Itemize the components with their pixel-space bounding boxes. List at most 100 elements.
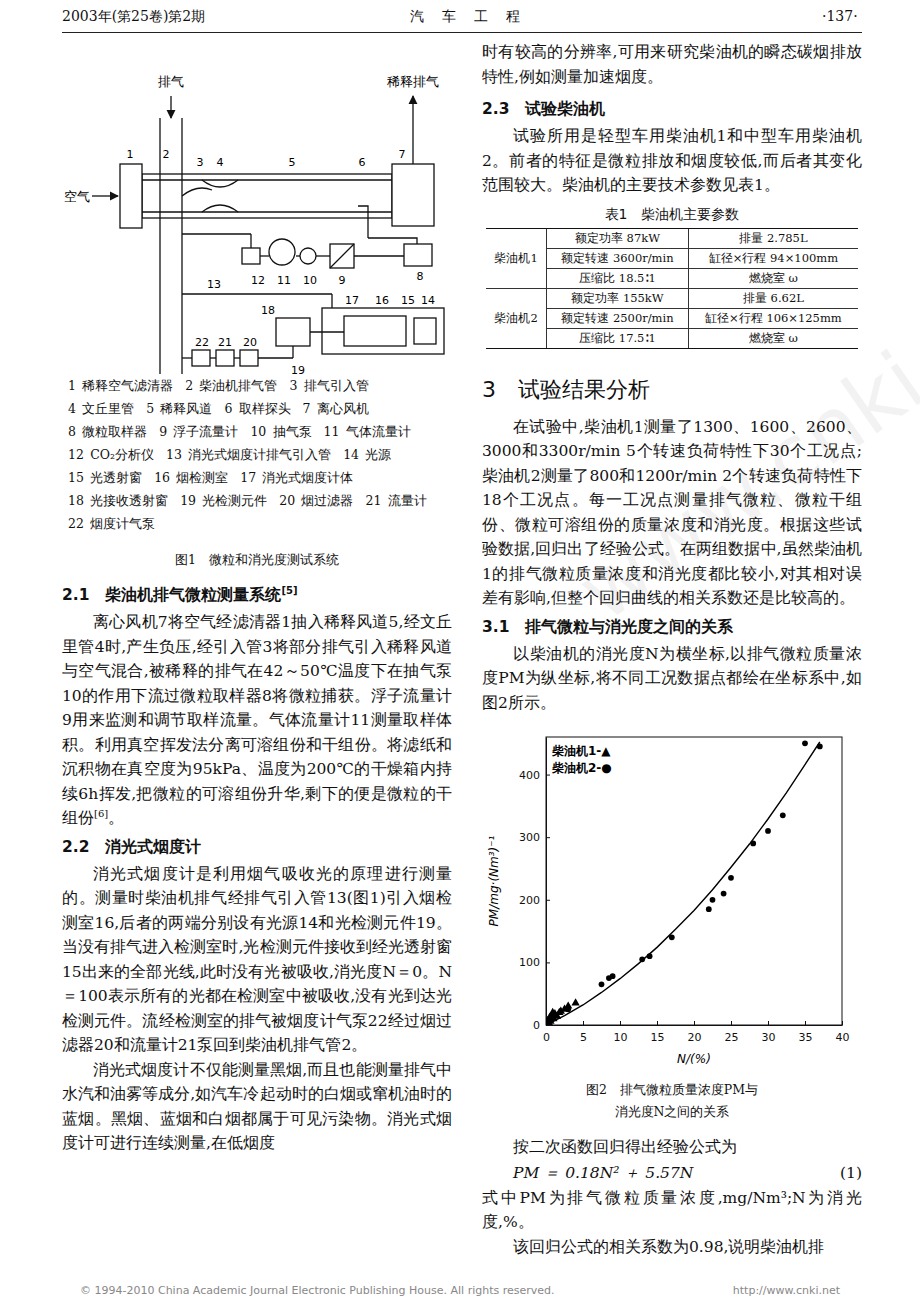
tick-label: 5 — [580, 1031, 587, 1044]
legend-number: 20 — [279, 493, 295, 508]
fan — [392, 164, 434, 226]
part-number: 22 — [195, 336, 209, 349]
paragraph: 消光式烟度计是利用烟气吸收光的原理进行测量的。测量时柴油机排气经排气引入管13(… — [62, 862, 452, 1058]
part-number: 18 — [261, 304, 275, 317]
header-right: ·137· — [822, 8, 858, 24]
legend-label: 光接收透射窗 — [90, 493, 168, 508]
legend-label: 烟过滤器 — [301, 493, 353, 508]
tick-label: 35 — [799, 1031, 813, 1044]
caption-line: 图2 排气微粒质量浓度PM与 — [482, 1079, 862, 1101]
light-source — [414, 318, 436, 344]
tick-mark — [731, 1021, 732, 1025]
text-run: 式中PM为排气微粒质量浓度,mg/Nm³;N为消光度,%。 — [482, 1189, 862, 1232]
table-row: 额定转速 2500r/min缸径×行程 106×125mm — [486, 308, 858, 328]
legend-number: 5 — [146, 401, 154, 416]
chart: 05101520253035400100200300400柴油机1-▲柴油机2-… — [482, 723, 860, 1073]
sample-line — [368, 238, 417, 244]
legend-item: 2 柴油机排气管 — [185, 374, 277, 397]
legend-item: 13 消光式烟度计排气引入管 — [166, 443, 331, 466]
tick-label: 15 — [651, 1031, 665, 1044]
plot-frame — [546, 737, 842, 1025]
table-cell: 额定转速 3600r/min — [547, 248, 689, 268]
left-column: 排气稀释排气空气12345678910111213141516171819202… — [62, 56, 452, 1156]
part-number: 20 — [243, 336, 257, 349]
legend-number: 15 — [68, 470, 84, 485]
section-number: 2.3 — [482, 100, 509, 118]
table-row: 柴油机1额定功率 87kW排量 2.785L — [486, 228, 858, 248]
paragraph: 按二次函数回归得出经验公式为 — [482, 1135, 862, 1160]
tick-label: 100 — [519, 956, 540, 969]
legend-entry: 柴油机2-● — [551, 761, 612, 775]
inlet-label: 稀释排气 — [387, 74, 439, 89]
legend-item: 9 浮子流量计 — [159, 420, 238, 443]
flowmeter — [216, 350, 234, 366]
paragraph: 以柴油机的消光度N为横坐标,以排气微粒质量浓度PM为纵坐标,将不同工况数据点都绘… — [482, 642, 862, 716]
header-left: 2003年(第25卷)第2期 — [62, 8, 205, 26]
co2-analyzer — [242, 248, 260, 264]
tick-mark — [657, 1021, 658, 1025]
legend-item: 14 光源 — [343, 443, 391, 466]
tick-mark — [620, 1021, 621, 1025]
exhaust-pipe — [181, 118, 182, 374]
legend-number: 4 — [68, 401, 76, 416]
section-heading: 3.1 排气微粒与消光度之间的关系 — [482, 615, 862, 639]
data-point — [780, 812, 786, 818]
text-run: 消光式烟度计是利用烟气吸收光的原理进行测量的。测量时柴油机排气经排气引入管13(… — [62, 865, 452, 1055]
section-title: 消光式烟度计 — [105, 838, 201, 856]
section-number: 2.2 — [62, 838, 89, 856]
legend-label: 微粒取样器 — [82, 424, 147, 439]
section-number: 3 — [482, 377, 496, 402]
data-point — [571, 998, 579, 1005]
section-heading: 2.2 消光式烟度计 — [62, 835, 452, 859]
figure1-caption: 图1 微粒和消光度测试系统 — [62, 549, 452, 571]
paragraph: 消光式烟度计不仅能测量黑烟,而且也能测量排气中水汽和油雾等成分,如汽车冷起动时的… — [62, 1058, 452, 1156]
tunnel-inner — [142, 179, 392, 180]
tick: 25 — [725, 1021, 739, 1044]
table-cell: 排量 2.785L — [688, 228, 858, 248]
diluted-arrow — [412, 96, 413, 164]
table-cell: 燃烧室 ω — [688, 268, 858, 288]
tick: 30 — [762, 1021, 776, 1044]
smokemeter-body — [322, 308, 444, 354]
legend-item: 10 抽气泵 — [250, 420, 311, 443]
legend-label: 光源 — [365, 447, 391, 462]
legend-item: 12 CO₂分析仪 — [68, 443, 154, 466]
paragraph: 时有较高的分辨率,可用来研究柴油机的瞬态碳烟排放特性,例如测量加速烟度。 — [482, 40, 862, 89]
smoke-pump — [192, 350, 210, 366]
sample-line — [296, 255, 300, 256]
legend-label: 文丘里管 — [82, 401, 134, 416]
x-axis: 0510152025303540 — [543, 1021, 850, 1044]
legend-item: 5 稀释风道 — [146, 397, 212, 420]
return-line — [292, 346, 293, 358]
tick-mark — [583, 1021, 584, 1025]
legend-item: 15 光透射窗 — [68, 466, 142, 489]
legend-label: 光检测元件 — [202, 493, 267, 508]
venturi — [202, 180, 238, 212]
legend-label: 烟检测室 — [176, 470, 228, 485]
tick-mark — [546, 775, 550, 776]
part-number: 4 — [217, 156, 224, 169]
legend-number: 12 — [68, 447, 84, 462]
legend-label: 取样探头 — [239, 401, 291, 416]
legend-number: 9 — [159, 424, 167, 439]
data-point — [706, 906, 712, 912]
legend-number: 13 — [166, 447, 182, 462]
legend-number: 6 — [224, 401, 232, 416]
part-number: 2 — [163, 148, 170, 161]
sample-line — [250, 234, 251, 248]
table-cell: 压缩比 17.5∶1 — [547, 328, 689, 348]
paragraph: 式中PM为排气微粒质量浓度,mg/Nm³;N为消光度,%。 — [482, 1186, 862, 1235]
tick-label: 25 — [725, 1031, 739, 1044]
legend-label: 气体流量计 — [346, 424, 411, 439]
legend-label: 抽气泵 — [273, 424, 312, 439]
part-number: 15 — [401, 294, 415, 307]
dilution-tunnel — [142, 174, 392, 218]
text-run: 以柴油机的消光度N为横坐标,以排气微粒质量浓度PM为纵坐标,将不同工况数据点都绘… — [482, 645, 862, 712]
axis-line — [546, 738, 547, 1026]
smoke-intake — [331, 294, 332, 308]
section-title: 排气微粒与消光度之间的关系 — [525, 618, 733, 636]
legend-item: 21 流量计 — [365, 489, 426, 512]
tick: 15 — [651, 1021, 665, 1044]
sample-line — [260, 255, 269, 256]
table-cell: 额定转速 2500r/min — [547, 308, 689, 328]
